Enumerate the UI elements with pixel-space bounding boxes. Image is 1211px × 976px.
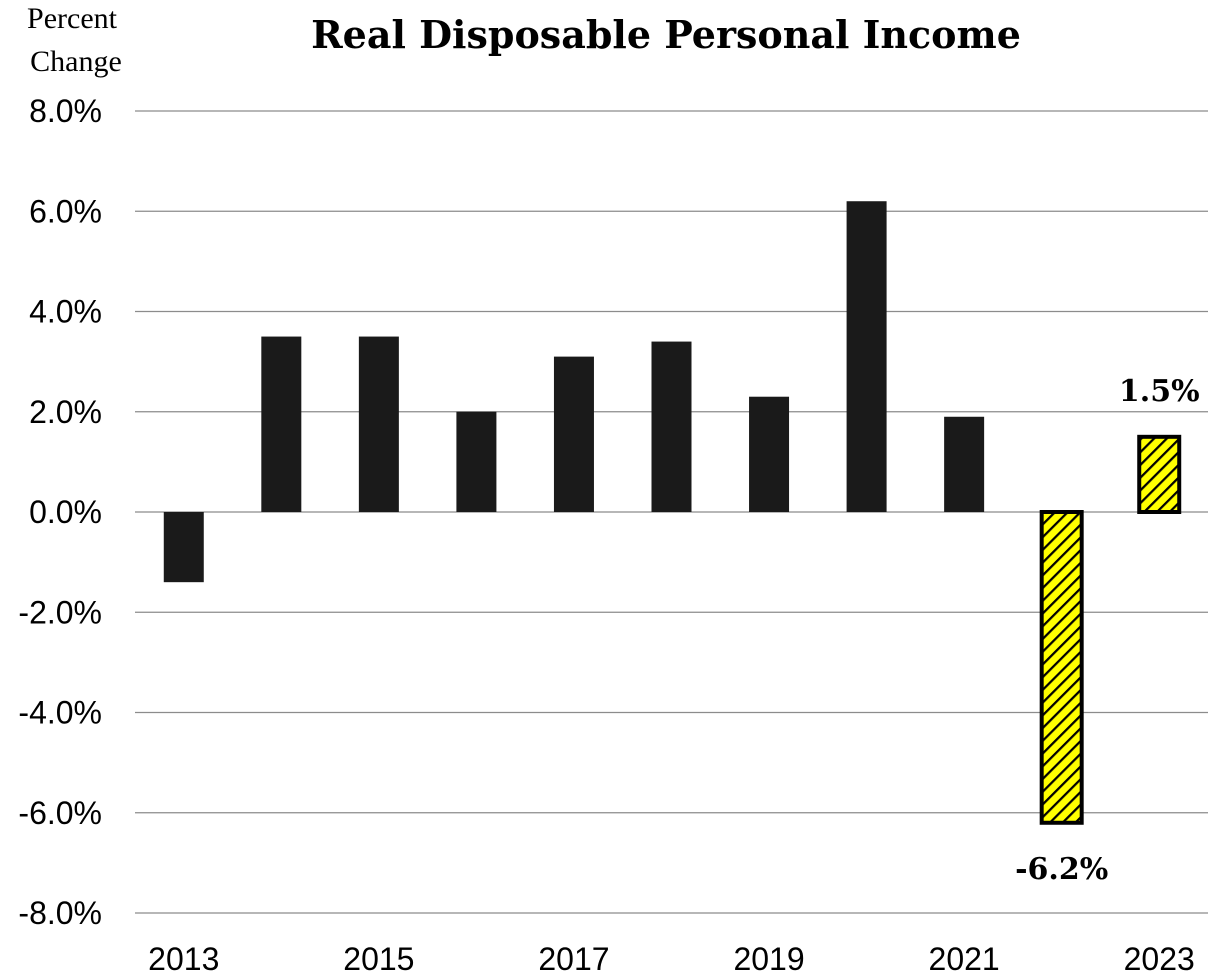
x-axis-ticks: 2013 2015 2017 2019 2021 2023: [148, 941, 1195, 976]
y-tick-label: 2.0%: [29, 394, 102, 430]
y-tick-label: -4.0%: [18, 695, 102, 731]
bar-2020: [847, 201, 887, 512]
y-tick-label: 0.0%: [29, 494, 102, 530]
y-tick-label: -8.0%: [18, 895, 102, 931]
bar-2013: [164, 512, 204, 582]
bar-2023: [1139, 437, 1179, 512]
bar-2021: [944, 417, 984, 512]
bar-2015: [359, 337, 399, 512]
bar-2017: [554, 357, 594, 512]
x-tick-label: 2015: [343, 941, 414, 976]
bar-2022: [1042, 512, 1082, 823]
y-tick-label: 6.0%: [29, 193, 102, 229]
chart-title: Real Disposable Personal Income: [311, 12, 1021, 57]
y-tick-label: -2.0%: [18, 594, 102, 630]
x-tick-label: 2017: [538, 941, 609, 976]
data-label: -6.2%: [1015, 852, 1108, 887]
y-axis-label-line-1: Percent: [27, 2, 118, 35]
y-tick-label: 8.0%: [29, 93, 102, 129]
bar-2019: [749, 397, 789, 512]
x-tick-label: 2019: [733, 941, 804, 976]
x-tick-label: 2013: [148, 941, 219, 976]
y-tick-label: 4.0%: [29, 294, 102, 330]
data-label: 1.5%: [1119, 374, 1200, 409]
bar-2016: [456, 412, 496, 512]
x-tick-label: 2023: [1124, 941, 1195, 976]
bar-2018: [652, 342, 692, 512]
y-axis-ticks: 8.0% 6.0% 4.0% 2.0% 0.0% -2.0% -4.0% -6.0% -8.0%: [18, 93, 102, 931]
y-axis-label-line-2: Change: [30, 45, 122, 78]
x-tick-label: 2021: [929, 941, 1000, 976]
bar-2014: [261, 337, 301, 512]
y-tick-label: -6.0%: [18, 795, 102, 831]
